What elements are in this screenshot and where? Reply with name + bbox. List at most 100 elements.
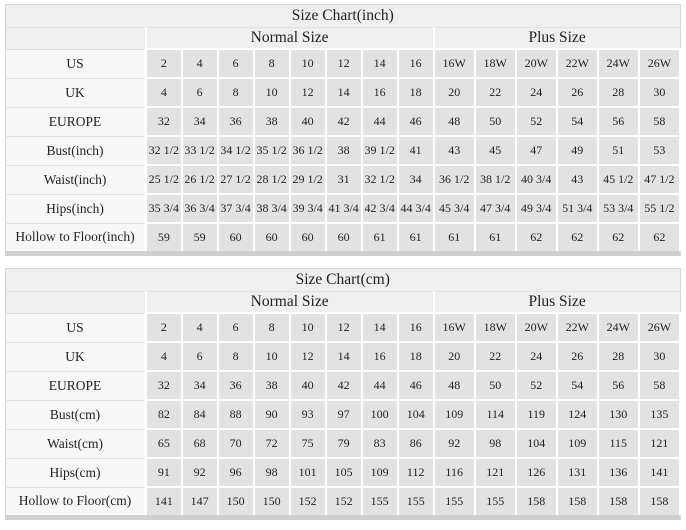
size-value-cell: 72 xyxy=(252,428,291,459)
size-value-cell: 16W xyxy=(432,312,476,343)
group-header-row: Normal Size Plus Size xyxy=(5,27,680,50)
size-value-cell: 114 xyxy=(473,399,517,430)
size-value-cell: 50 xyxy=(473,106,517,137)
size-value-cell: 52 xyxy=(514,106,558,137)
size-value-cell: 46 xyxy=(396,370,435,401)
size-value-cell: 32 1/2 xyxy=(360,164,399,195)
size-value-cell: 16W xyxy=(432,48,476,79)
size-value-cell: 136 xyxy=(596,457,640,488)
size-value-cell: 49 xyxy=(555,135,599,166)
size-value-cell: 8 xyxy=(252,312,291,343)
size-value-cell: 6 xyxy=(216,48,255,79)
table-row: Hips(inch) 35 3/4 36 3/4 37 3/4 38 3/4 39 3/4… xyxy=(5,193,682,224)
row-label: Hips(inch) xyxy=(5,193,148,224)
size-value-cell: 60 xyxy=(252,222,291,255)
size-value-cell: 30 xyxy=(637,341,682,372)
size-value-cell: 45 1/2 xyxy=(596,164,640,195)
size-value-cell: 39 1/2 xyxy=(360,135,399,166)
size-value-cell: 91 xyxy=(144,457,183,488)
row-label: Hollow to Floor(inch) xyxy=(5,222,148,254)
size-value-cell: 147 xyxy=(180,486,219,519)
size-value-cell: 32 1/2 xyxy=(144,135,183,166)
size-value-cell: 47 xyxy=(514,135,558,166)
size-value-cell: 42 xyxy=(324,370,363,401)
size-value-cell: 100 xyxy=(360,399,399,430)
table-row: Hollow to Floor(cm) 141 147 150 150 152 152 155… xyxy=(5,486,682,519)
corner-cell xyxy=(5,291,147,313)
size-value-cell: 141 xyxy=(637,457,682,488)
size-value-cell: 14 xyxy=(324,77,363,108)
size-value-cell: 55 1/2 xyxy=(637,193,682,224)
row-label: Bust(cm) xyxy=(5,399,148,430)
size-value-cell: 158 xyxy=(596,486,640,519)
size-value-cell: 65 xyxy=(144,428,183,459)
size-value-cell: 88 xyxy=(216,399,255,430)
size-value-cell: 155 xyxy=(396,486,435,519)
size-value-cell: 14 xyxy=(324,341,363,372)
size-value-cell: 41 3/4 xyxy=(324,193,363,224)
size-value-cell: 20 xyxy=(432,341,476,372)
size-value-cell: 58 xyxy=(637,106,682,137)
size-value-cell: 158 xyxy=(555,486,599,519)
size-value-cell: 90 xyxy=(252,399,291,430)
size-value-cell: 24 xyxy=(514,341,558,372)
size-value-cell: 4 xyxy=(180,312,219,343)
size-value-cell: 62 xyxy=(596,222,640,255)
size-value-cell: 49 3/4 xyxy=(514,193,558,224)
size-value-cell: 16 xyxy=(396,48,435,79)
size-value-cell: 92 xyxy=(432,428,476,459)
size-value-cell: 12 xyxy=(324,48,363,79)
size-value-cell: 20W xyxy=(514,48,558,79)
size-value-cell: 10 xyxy=(288,48,327,79)
size-value-cell: 79 xyxy=(324,428,363,459)
size-value-cell: 12 xyxy=(324,312,363,343)
size-value-cell: 109 xyxy=(360,457,399,488)
size-value-cell: 60 xyxy=(288,222,327,255)
size-chart-table: Size Chart(inch) Normal Size Plus Size US 2 4… xyxy=(5,4,682,256)
size-value-cell: 20W xyxy=(514,312,558,343)
table-row: US 2 4 6 8 10 12 14 16 16W 18W 20W 22W 24W 26W xyxy=(5,48,682,79)
size-value-cell: 61 xyxy=(473,222,517,255)
size-value-cell: 131 xyxy=(555,457,599,488)
size-value-cell: 8 xyxy=(252,48,291,79)
size-value-cell: 18W xyxy=(473,312,517,343)
size-value-cell: 45 3/4 xyxy=(432,193,476,224)
size-value-cell: 58 xyxy=(637,370,682,401)
size-value-cell: 51 xyxy=(596,135,640,166)
size-value-cell: 98 xyxy=(252,457,291,488)
size-value-cell: 115 xyxy=(596,428,640,459)
size-value-cell: 47 1/2 xyxy=(637,164,682,195)
size-value-cell: 32 xyxy=(144,370,183,401)
size-value-cell: 14 xyxy=(360,48,399,79)
table-row: UK 4 6 8 10 12 14 16 18 20 22 24 26 28 30 xyxy=(5,341,682,372)
size-value-cell: 45 xyxy=(473,135,517,166)
size-value-cell: 61 xyxy=(360,222,399,255)
size-value-cell: 27 1/2 xyxy=(216,164,255,195)
size-value-cell: 12 xyxy=(288,77,327,108)
size-value-cell: 61 xyxy=(432,222,476,255)
size-value-cell: 38 xyxy=(252,106,291,137)
size-value-cell: 10 xyxy=(252,341,291,372)
size-value-cell: 32 xyxy=(144,106,183,137)
size-value-cell: 155 xyxy=(473,486,517,519)
size-value-cell: 61 xyxy=(396,222,435,255)
size-value-cell: 37 3/4 xyxy=(216,193,255,224)
size-value-cell: 40 xyxy=(288,106,327,137)
size-value-cell: 22W xyxy=(555,312,599,343)
size-value-cell: 36 xyxy=(216,370,255,401)
size-value-cell: 96 xyxy=(216,457,255,488)
table-row: Waist(inch) 25 1/2 26 1/2 27 1/2 28 1/2 29 1/… xyxy=(5,164,682,195)
size-value-cell: 20 xyxy=(432,77,476,108)
size-value-cell: 36 1/2 xyxy=(288,135,327,166)
table-row: Bust(inch) 32 1/2 33 1/2 34 1/2 35 1/2 36 1/2… xyxy=(5,135,682,166)
size-value-cell: 70 xyxy=(216,428,255,459)
table-row: EUROPE 32 34 36 38 40 42 44 46 48 50 52 54 56 58 xyxy=(5,370,682,401)
size-value-cell: 86 xyxy=(396,428,435,459)
size-value-cell: 30 xyxy=(637,77,682,108)
size-value-cell: 119 xyxy=(514,399,558,430)
chart-title-row: Size Chart(inch) xyxy=(5,4,680,28)
row-label: Waist(inch) xyxy=(5,164,148,195)
size-value-cell: 93 xyxy=(288,399,327,430)
table-row: UK 4 6 8 10 12 14 16 18 20 22 24 26 28 30 xyxy=(5,77,682,108)
size-value-cell: 14 xyxy=(360,312,399,343)
